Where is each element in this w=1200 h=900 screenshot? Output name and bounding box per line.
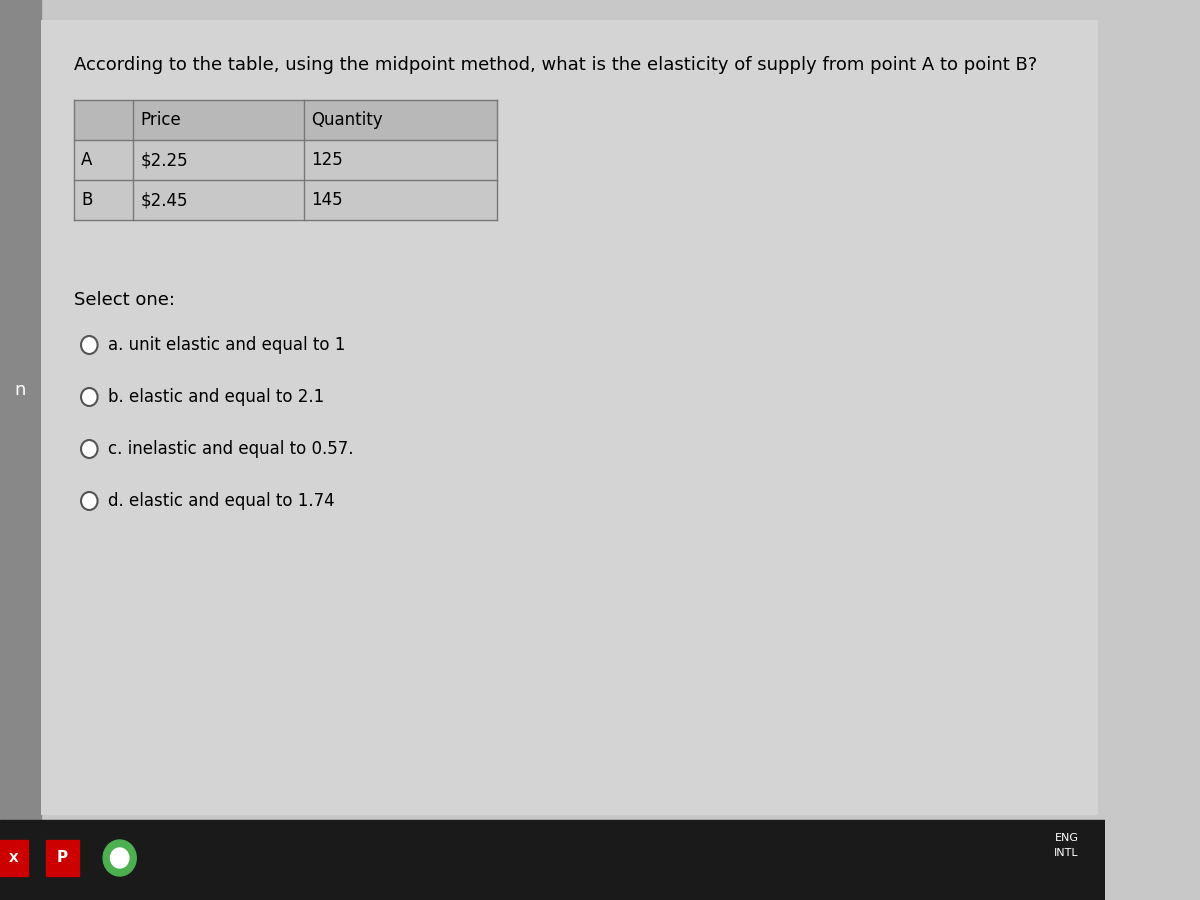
Text: A: A: [82, 151, 92, 169]
Bar: [304, 180, 497, 220]
Text: INTL: INTL: [1055, 848, 1079, 858]
Bar: [133, 180, 304, 220]
Text: B: B: [82, 191, 92, 209]
Text: According to the table, using the midpoint method, what is the elasticity of sup: According to the table, using the midpoi…: [73, 56, 1037, 74]
Text: ENG: ENG: [1055, 833, 1079, 843]
Text: $2.25: $2.25: [140, 151, 188, 169]
Text: Select one:: Select one:: [73, 291, 175, 309]
Text: 145: 145: [311, 191, 343, 209]
Bar: [0, 0, 42, 820]
Bar: [73, 100, 133, 140]
Circle shape: [82, 336, 97, 354]
Circle shape: [82, 388, 97, 406]
Text: n: n: [14, 381, 26, 399]
Circle shape: [103, 840, 137, 876]
Circle shape: [82, 492, 97, 510]
Bar: [73, 140, 133, 180]
Text: d. elastic and equal to 1.74: d. elastic and equal to 1.74: [108, 492, 335, 510]
Bar: [0, 820, 1105, 900]
Bar: [133, 100, 304, 140]
Bar: [42, 20, 1098, 815]
Circle shape: [82, 440, 97, 458]
Text: Quantity: Quantity: [311, 111, 383, 129]
Bar: [46, 840, 79, 876]
Bar: [0, 840, 28, 876]
Bar: [73, 180, 133, 220]
Bar: [133, 140, 304, 180]
Text: Price: Price: [140, 111, 181, 129]
Bar: [304, 100, 497, 140]
Circle shape: [110, 848, 128, 868]
Text: X: X: [8, 851, 19, 865]
Text: a. unit elastic and equal to 1: a. unit elastic and equal to 1: [108, 336, 346, 354]
Text: 125: 125: [311, 151, 343, 169]
Text: P: P: [58, 850, 68, 866]
Text: c. inelastic and equal to 0.57.: c. inelastic and equal to 0.57.: [108, 440, 353, 458]
Text: $2.45: $2.45: [140, 191, 188, 209]
Bar: [304, 140, 497, 180]
Text: b. elastic and equal to 2.1: b. elastic and equal to 2.1: [108, 388, 324, 406]
